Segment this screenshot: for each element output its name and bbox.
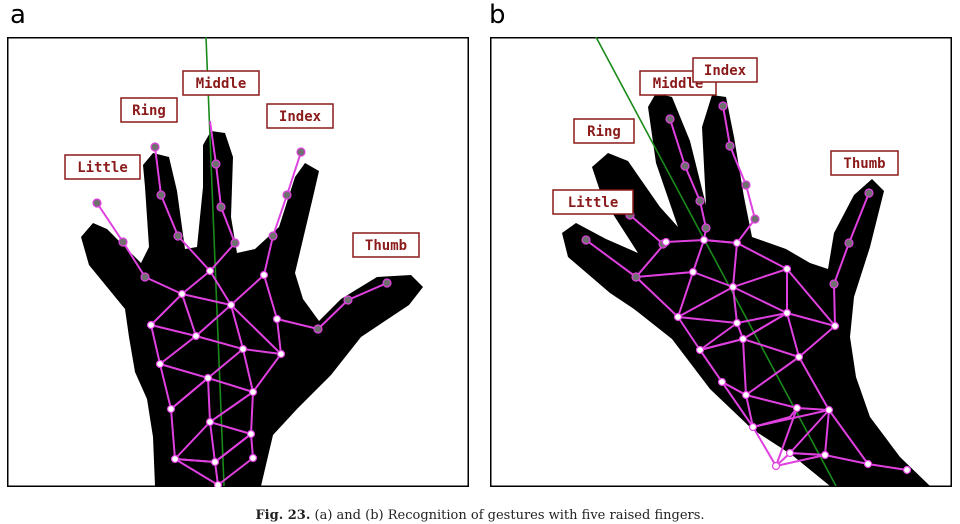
panel-letter-b: b (489, 0, 506, 30)
panel-letter-a: a (10, 0, 26, 30)
finger-label-middle-a: Middle (182, 70, 260, 96)
finger-label-thumb-b: Thumb (830, 150, 899, 176)
svg-text:Index: Index (279, 109, 322, 125)
svg-text:Middle: Middle (653, 76, 704, 92)
svg-text:Little: Little (77, 160, 128, 176)
finger-label-little-b: Little (552, 189, 634, 215)
hand-axis-line-a (205, 37, 225, 487)
hand-silhouette-a (81, 131, 423, 486)
finger-label-ring-b: Ring (573, 118, 635, 144)
mesh-nodes-a (92, 142, 392, 487)
panel-b-image: Ring Little Middle Index Thumb (490, 37, 952, 487)
finger-label-little-a: Little (64, 154, 141, 180)
finger-label-thumb-a: Thumb (352, 232, 420, 258)
figure-caption: Fig. 23. (a) and (b) Recognition of gest… (0, 508, 960, 523)
panel-a-image: Little Ring Middle Index Thumb (7, 37, 469, 487)
svg-text:Thumb: Thumb (365, 238, 407, 254)
svg-text:Ring: Ring (132, 103, 166, 119)
figure-number: Fig. 23. (255, 508, 311, 523)
svg-text:Ring: Ring (587, 124, 621, 140)
figure-caption-text: (a) and (b) Recognition of gestures with… (314, 508, 705, 523)
finger-label-ring-a: Ring (120, 97, 178, 123)
svg-text:Little: Little (568, 195, 619, 211)
finger-label-middle-b: Middle (639, 70, 717, 96)
svg-text:Middle: Middle (196, 76, 247, 92)
finger-label-index-b: Index (692, 57, 758, 83)
finger-label-index-a: Index (266, 103, 334, 129)
svg-text:Index: Index (704, 63, 747, 79)
svg-text:Thumb: Thumb (843, 156, 885, 172)
mesh-nodes-b (581, 101, 912, 475)
hand-silhouette-b (562, 93, 930, 486)
